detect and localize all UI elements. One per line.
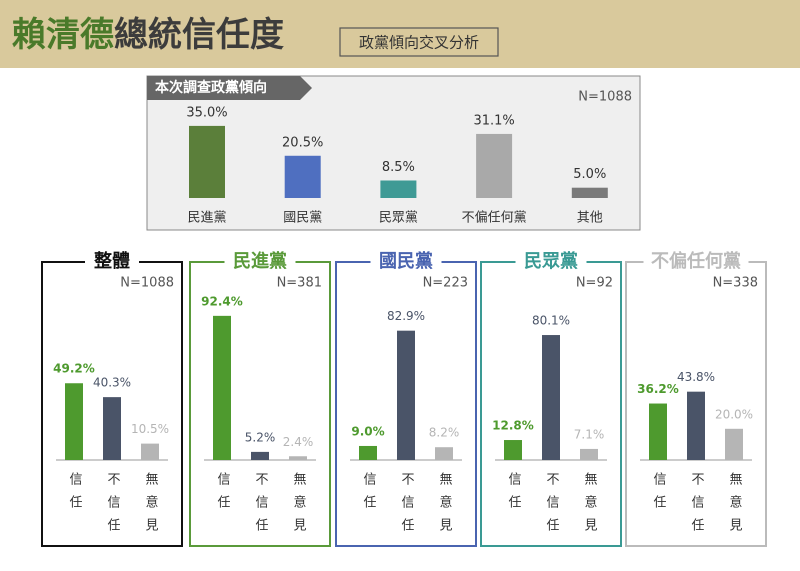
value-label: 36.2%: [637, 382, 679, 396]
panel-title-bg: [643, 254, 749, 270]
category-label: 民眾黨: [379, 211, 418, 226]
bar: [435, 447, 453, 460]
value-label: 49.2%: [53, 362, 95, 376]
value-label: 9.0%: [351, 424, 384, 438]
bar: [380, 180, 417, 198]
bar: [725, 428, 743, 460]
title: 賴清德總統信任度: [12, 15, 284, 55]
value-label: 8.2%: [429, 426, 460, 440]
value-label: 5.2%: [245, 430, 276, 444]
bar: [284, 155, 321, 198]
value-label: 82.9%: [387, 309, 425, 323]
bar: [649, 403, 667, 460]
category-label: 無意見: [727, 472, 743, 541]
category-label: 信任: [215, 472, 231, 518]
bar: [476, 133, 513, 198]
value-label: 80.1%: [532, 314, 570, 328]
value-label: 92.4%: [201, 294, 243, 308]
bar: [359, 445, 377, 460]
value-label: 8.5%: [382, 160, 415, 175]
panel-title: 民進黨: [233, 250, 287, 272]
bar: [687, 391, 705, 460]
sample-size: N=381: [277, 276, 322, 291]
category-label: 不信任: [105, 472, 121, 541]
category-label: 無意見: [582, 472, 598, 541]
value-label: 7.1%: [574, 427, 605, 441]
value-label: 20.5%: [282, 135, 323, 150]
value-label: 5.0%: [573, 167, 606, 182]
panel-title: 民眾黨: [524, 250, 578, 272]
category-label: 國民黨: [283, 211, 322, 226]
value-label: 2.4%: [283, 435, 314, 449]
category-label: 無意見: [291, 472, 307, 541]
title-highlight: 賴清德: [12, 15, 114, 55]
panel-title-bg: [370, 254, 442, 270]
sample-size: N=92: [576, 276, 613, 291]
summary-title: 本次調查政黨傾向: [155, 79, 267, 96]
bar: [542, 335, 560, 460]
category-label: 信任: [506, 472, 522, 518]
value-label: 35.0%: [186, 105, 227, 120]
category-label: 不信任: [253, 472, 269, 541]
bar: [141, 443, 159, 460]
bar: [213, 315, 231, 460]
value-label: 10.5%: [131, 422, 169, 436]
summary-box: [146, 75, 641, 231]
bar: [65, 383, 83, 460]
bar: [397, 330, 415, 460]
value-label: 40.3%: [93, 376, 131, 390]
value-label: 20.0%: [715, 407, 753, 421]
bar: [504, 440, 522, 460]
sample-size: N=223: [423, 276, 468, 291]
panel-title-bg: [515, 254, 587, 270]
category-label: 信任: [361, 472, 377, 518]
category-label: 不偏任何黨: [462, 210, 527, 226]
category-label: 不信任: [689, 472, 705, 541]
sample-size: N=338: [713, 276, 758, 291]
panel-title: 整體: [93, 250, 130, 272]
value-label: 31.1%: [473, 113, 514, 128]
category-label: 不信任: [544, 472, 560, 541]
category-label: 不信任: [399, 472, 415, 541]
header-band: [0, 0, 800, 68]
panel-title-bg: [85, 254, 139, 270]
category-label: 其他: [577, 211, 603, 226]
bar: [189, 125, 225, 198]
category-label: 信任: [67, 472, 83, 518]
title-rest: 總統信任度: [114, 15, 284, 55]
panel-title: 國民黨: [379, 250, 433, 272]
value-label: 43.8%: [677, 370, 715, 384]
panel-title-bg: [224, 254, 296, 270]
sample-size: N=1088: [120, 276, 174, 291]
category-label: 無意見: [437, 472, 453, 541]
panel-title: 不偏任何黨: [651, 250, 741, 272]
bar: [580, 448, 598, 460]
subtitle: 政黨傾向交叉分析: [359, 34, 479, 52]
summary-tab: [147, 76, 312, 100]
value-label: 12.8%: [492, 419, 534, 433]
bar: [571, 187, 608, 198]
category-label: 無意見: [143, 472, 159, 541]
category-label: 信任: [651, 472, 667, 518]
bar: [103, 397, 121, 460]
bar: [289, 456, 307, 460]
category-label: 民進黨: [187, 211, 226, 226]
bar: [251, 451, 269, 460]
subtitle-box: [339, 27, 499, 57]
sample-size: N=1088: [578, 90, 632, 105]
